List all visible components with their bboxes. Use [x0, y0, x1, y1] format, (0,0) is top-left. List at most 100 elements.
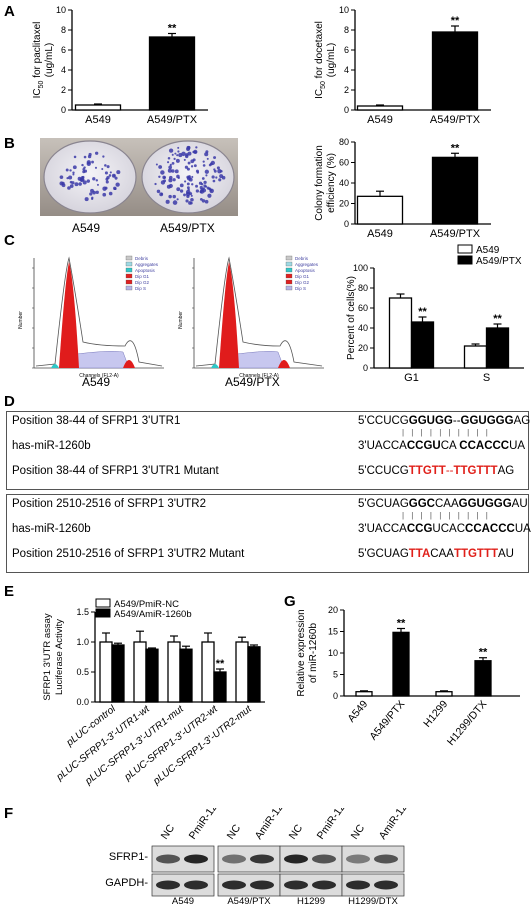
- colony-dot: [172, 200, 178, 205]
- colony-dot: [168, 178, 173, 183]
- panel-label-d: D: [4, 393, 15, 410]
- sequence-box-utr2: [6, 494, 529, 573]
- chart-a-docetaxel: 0 2 4 6 8 10 IC50 for docetaxel (ug/mL) A549 A549…: [314, 5, 491, 126]
- colony-dot: [187, 188, 190, 191]
- colony-dot: [109, 171, 112, 174]
- colony-dot: [185, 191, 191, 197]
- blot-band-sfrp1: [250, 854, 274, 864]
- y-tick-label: 4: [61, 65, 66, 75]
- blot-band-gapdh: [284, 880, 308, 890]
- colony-dot: [171, 169, 175, 173]
- colony-dot: [206, 157, 209, 160]
- flow-legend-swatch: [125, 261, 133, 267]
- colony-dot: [171, 161, 175, 165]
- colony-dot: [104, 164, 107, 167]
- colony-dot: [168, 165, 172, 170]
- sequence-segment: CCGU: [406, 440, 441, 452]
- colony-dot: [83, 166, 86, 169]
- colony-dot: [188, 175, 191, 179]
- colony-dot: [67, 186, 71, 190]
- sequence-segment: 3'UACCA: [358, 523, 407, 535]
- colony-dot: [165, 199, 170, 204]
- colony-dot: [91, 197, 94, 201]
- bar: [388, 297, 413, 369]
- blot-panel-gapdh: [341, 873, 405, 897]
- colony-dot: [160, 170, 165, 175]
- colony-dot: [221, 175, 226, 180]
- sequence-segment: CAA: [430, 548, 454, 560]
- lane-label: PmiR-1260b: [187, 808, 230, 842]
- sequence-segment: GGC: [408, 498, 435, 510]
- bar: [179, 648, 193, 703]
- bar: [235, 641, 249, 703]
- bar: [474, 660, 492, 697]
- y-tick-label: 10: [339, 5, 349, 15]
- colony-dot: [215, 176, 218, 179]
- y-tick-label: 20: [328, 605, 338, 615]
- colony-dot: [172, 194, 176, 199]
- flow-legend-swatch: [125, 267, 133, 273]
- flow-legend-swatch: [285, 285, 293, 291]
- blot-band-sfrp1: [184, 854, 208, 864]
- blot-band-gapdh: [250, 880, 274, 890]
- legend-label-nc: A549/PmiR-NC: [114, 599, 179, 610]
- colony-dot: [203, 180, 207, 185]
- colony-dot: [95, 190, 99, 194]
- blot-band-gapdh: [184, 880, 208, 890]
- flow-g1-peak: [219, 262, 239, 368]
- sequence-text: 3'UACCACCGUCA CCACCCUA: [358, 440, 525, 452]
- colony-dot: [68, 175, 73, 180]
- colony-dot: [208, 187, 211, 190]
- sequence-segment: CA: [440, 440, 460, 452]
- colony-dot: [92, 177, 96, 181]
- significance-mark: **: [451, 142, 460, 154]
- sequence-segment: CAA: [434, 498, 459, 510]
- y-tick-label: 0: [61, 105, 66, 115]
- colony-dot: [175, 158, 180, 163]
- bar: [148, 36, 196, 111]
- colony-dot: [220, 169, 223, 173]
- legend-label-a549: A549: [476, 245, 500, 256]
- x-tick-label: A549: [367, 228, 393, 240]
- flow-legend-swatch: [125, 273, 133, 279]
- colony-dot: [210, 160, 215, 165]
- bar: [111, 644, 125, 703]
- flow-legend-label: Dip G2: [295, 280, 310, 285]
- y-axis-unit: (ug/mL): [326, 43, 337, 77]
- base-pair-ticks: | | | | | | | | | |: [402, 428, 491, 437]
- colony-dot: [204, 185, 208, 188]
- colony-dot: [106, 165, 110, 169]
- colony-dot: [156, 189, 161, 194]
- chart-e-luciferase: 0.0 0.5 1.0 1.5 SFRP1 3'UTR assay Luciferase …: [42, 598, 265, 788]
- colony-dot: [188, 177, 193, 182]
- flow-legend-swatch: [125, 279, 133, 285]
- y-tick-label: 20: [339, 199, 349, 209]
- colony-dot: [167, 168, 172, 173]
- sequence-label: Position 38-44 of SFRP1 3'UTR1 Mutant: [12, 465, 219, 477]
- sequence-segment: CCACCC: [459, 440, 510, 452]
- sequence-segment: TTGTTT: [453, 465, 498, 477]
- flow-apoptosis: [211, 364, 219, 368]
- bar: [431, 156, 479, 225]
- bar: [463, 345, 488, 369]
- colony-dot: [174, 152, 177, 155]
- flow-g2-peak: [123, 360, 135, 368]
- sequence-segment: 3'UACCA: [358, 440, 407, 452]
- colony-dot: [104, 171, 108, 175]
- colony-dot: [207, 193, 212, 198]
- y-axis-label: SFRP1 3'UTR assay: [42, 613, 53, 701]
- colony-dot: [114, 176, 118, 180]
- colony-dot: [193, 164, 197, 168]
- flow-apoptosis: [51, 364, 59, 368]
- x-tick-label: S: [483, 372, 490, 384]
- y-tick-label: 60: [358, 303, 368, 313]
- y-axis-label: Luciferase Activity: [54, 619, 65, 695]
- y-axis-label: Relative expression: [296, 609, 307, 696]
- colony-dot: [211, 175, 215, 179]
- colony-dot: [187, 161, 191, 165]
- group-label: A549/PTX: [227, 896, 271, 906]
- x-tick-label: A549: [367, 114, 393, 126]
- colony-dot: [167, 161, 170, 164]
- colony-dot: [186, 167, 190, 171]
- colony-dot: [65, 168, 69, 172]
